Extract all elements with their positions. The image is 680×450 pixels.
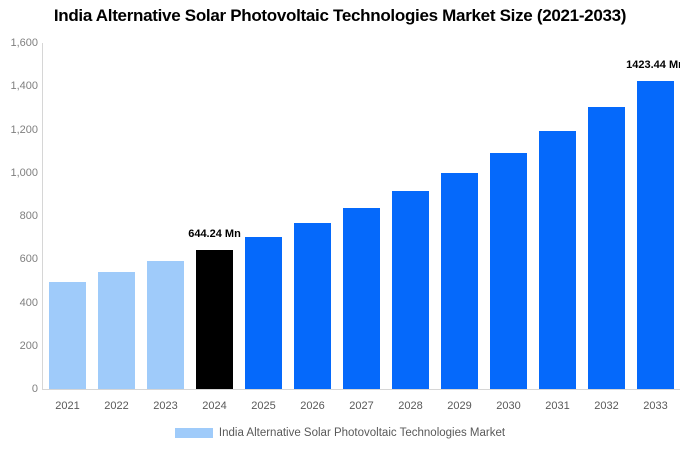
y-tick-label: 0 bbox=[31, 383, 38, 395]
x-tick-label-2024: 2024 bbox=[202, 400, 227, 412]
bar-2028 bbox=[392, 190, 429, 389]
y-tick-label: 200 bbox=[19, 339, 38, 352]
y-tick-label: 1,600 bbox=[10, 37, 38, 49]
bar-2031 bbox=[539, 130, 576, 389]
x-tick-label-2026: 2026 bbox=[300, 400, 325, 412]
x-tick-label-2025: 2025 bbox=[251, 400, 276, 412]
x-tick-label-2030: 2030 bbox=[496, 400, 521, 412]
x-tick-label-2021: 2021 bbox=[55, 400, 80, 412]
y-tick-label: 1,000 bbox=[10, 166, 38, 179]
x-tick-label-2027: 2027 bbox=[349, 400, 374, 412]
bar-2033 bbox=[637, 81, 674, 389]
bar-2021 bbox=[49, 282, 86, 389]
chart-title: India Alternative Solar Photovoltaic Tec… bbox=[53, 6, 627, 25]
x-tick-label-2032: 2032 bbox=[594, 400, 619, 412]
x-tick-label-2022: 2022 bbox=[104, 400, 129, 412]
x-axis-line bbox=[42, 389, 680, 390]
x-tick-label-2028: 2028 bbox=[398, 400, 423, 412]
bar-2024 bbox=[196, 249, 233, 389]
bar-value-label-2024: 644.24 Mn bbox=[188, 227, 241, 240]
legend: India Alternative Solar Photovoltaic Tec… bbox=[0, 425, 680, 441]
y-tick-label: 400 bbox=[19, 296, 38, 309]
x-tick-label-2031: 2031 bbox=[545, 400, 570, 412]
legend-swatch-icon bbox=[174, 428, 213, 438]
x-tick-label-2029: 2029 bbox=[447, 400, 472, 412]
y-tick-label: 1,200 bbox=[10, 123, 38, 136]
bar-2026 bbox=[294, 222, 331, 389]
legend-label: India Alternative Solar Photovoltaic Tec… bbox=[218, 427, 506, 439]
bar-2029 bbox=[441, 172, 478, 389]
y-tick-label: 800 bbox=[19, 210, 38, 222]
bar-2032 bbox=[588, 107, 625, 389]
y-tick-label: 600 bbox=[19, 253, 38, 266]
bar-2025 bbox=[245, 236, 282, 389]
bar-2023 bbox=[147, 261, 184, 389]
bar-value-label-2033: 1423.44 Mn bbox=[626, 59, 680, 72]
bar-2027 bbox=[343, 207, 380, 389]
x-tick-label-2033: 2033 bbox=[643, 400, 668, 412]
bar-2022 bbox=[98, 272, 135, 389]
bar-2030 bbox=[490, 152, 527, 389]
y-axis-line bbox=[42, 43, 43, 389]
y-tick-label: 1,400 bbox=[10, 80, 38, 93]
x-tick-label-2023: 2023 bbox=[153, 400, 178, 412]
